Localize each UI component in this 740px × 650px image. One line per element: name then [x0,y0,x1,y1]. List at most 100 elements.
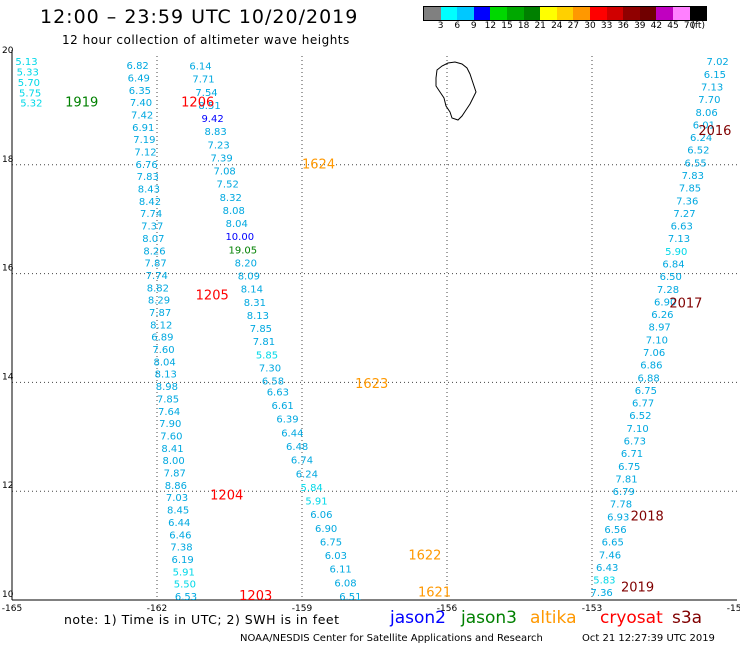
wave-height-point: 7.46 [599,550,621,561]
wave-height-point: 6.01 [693,120,715,131]
wave-height-point: 8.14 [241,285,263,296]
wave-height-point: 7.38 [170,543,192,554]
credit-line: NOAA/NESDIS Center for Satellite Applica… [240,633,543,644]
color-scale-tick: 33 [600,21,613,31]
x-tick-label: -150 [727,604,740,614]
wave-height-point: 8.20 [235,258,257,269]
pass-time-label: 2017 [669,296,702,311]
x-tick-label: -162 [147,604,167,614]
wave-height-point: 5.83 [593,576,615,587]
color-swatch [457,7,474,20]
color-swatch [573,7,590,20]
wave-height-point: 8.51 [198,101,220,112]
color-scale-tick: (ft) [691,21,705,31]
legend-item-altika: altika [530,608,577,628]
wave-height-point: 8.06 [695,108,717,119]
wave-height-point: 6.24 [690,133,712,144]
wave-height-point: 7.81 [253,337,275,348]
wave-height-point: 7.39 [211,153,233,164]
wave-height-point: 7.85 [679,184,701,195]
wave-height-point: 5.84 [301,483,323,494]
wave-height-point: 7.81 [615,474,637,485]
wave-height-point: 6.58 [262,377,284,388]
color-swatch [672,7,690,20]
color-swatch [606,7,624,20]
color-scale-tick: 39 [634,21,646,31]
wave-height-point: 8.08 [223,206,245,217]
wave-height-point: 6.91 [132,123,154,134]
wave-height-point: 6.73 [624,436,646,447]
wave-height-point: 7.42 [131,110,153,121]
page-subtitle: 12 hour collection of altimeter wave hei… [62,33,350,47]
color-swatch [589,7,607,20]
wave-height-point: 5.91 [305,497,327,508]
page-title: 12:00 – 23:59 UTC 10/20/2019 [40,6,359,28]
wave-height-point: 8.45 [167,506,189,517]
color-swatch [506,7,524,20]
y-tick-label: 18 [2,155,14,165]
wave-height-point: 6.88 [637,373,659,384]
color-scale-tick: 24 [551,21,563,31]
wave-height-point: 7.02 [707,57,729,68]
wave-height-point: 7.85 [157,394,179,405]
wave-height-point: 6.46 [169,530,191,541]
wave-height-point: 7.10 [626,424,648,435]
color-swatch [689,7,707,20]
color-scale-tick: 27 [567,21,580,31]
wave-height-point: 6.11 [330,565,352,576]
wave-height-point: 7.23 [207,140,229,151]
color-scale-tick: 18 [517,21,530,31]
wave-height-point: 5.75 [19,88,41,99]
wave-height-point: 5.85 [256,350,278,361]
x-tick-label: -159 [292,604,313,614]
wave-height-point: 6.63 [671,222,693,233]
wave-height-point: 6.26 [651,310,673,321]
wave-height-point: 6.71 [621,449,643,460]
wave-height-point: 7.87 [145,259,167,270]
wave-height-point: 7.83 [682,171,704,182]
wave-height-point: 7.36 [591,588,613,599]
wave-height-point: 6.75 [635,386,657,397]
x-tick-label: -156 [437,604,458,614]
color-swatch [424,7,441,20]
wave-height-point: 7.30 [259,363,281,374]
wave-height-point: 7.03 [166,493,188,504]
wave-height-point: 6.77 [632,399,654,410]
wave-height-point: 8.86 [165,481,187,492]
wave-height-point: 5.91 [173,567,195,578]
color-swatch [639,7,657,20]
wave-height-point: 6.90 [654,297,676,308]
color-swatch [656,7,673,20]
wave-height-point: 7.08 [214,167,236,178]
color-swatch [623,7,640,20]
generation-timestamp: Oct 21 12:27:39 UTC 2019 [582,633,715,644]
wave-height-point: 7.13 [701,83,723,94]
pass-time-label: 2019 [621,580,654,595]
pass-time-label: 1205 [196,289,229,304]
wave-height-point: 6.44 [281,428,303,439]
pass-time-label: 1624 [302,158,335,173]
wave-height-point: 7.19 [133,135,155,146]
y-tick-label: 10 [2,590,14,600]
wave-height-point: 7.12 [134,147,156,158]
pass-time-label: 1621 [418,586,451,601]
wave-height-point: 8.09 [238,272,260,283]
color-scale-tick: 36 [617,21,629,31]
color-swatch [556,7,574,20]
color-swatch [473,7,491,20]
x-tick-label: -165 [2,604,22,614]
wave-height-point: 6.51 [339,592,361,603]
color-swatch [523,7,541,20]
footer-note: note: 1) Time is in UTC; 2) SWH is in fe… [64,612,340,627]
wave-height-point: 7.85 [250,324,272,335]
wave-height-point: 7.10 [646,335,668,346]
wave-height-point: 8.07 [142,234,164,245]
wave-height-point: 8.41 [161,444,183,455]
wave-height-point: 7.13 [668,234,690,245]
y-tick-label: 16 [2,264,14,274]
pass-time-label: 1623 [355,377,388,392]
wave-height-point: 5.70 [18,78,40,89]
wave-height-point: 6.53 [175,592,197,603]
color-scale-tick: 70 [683,21,696,31]
